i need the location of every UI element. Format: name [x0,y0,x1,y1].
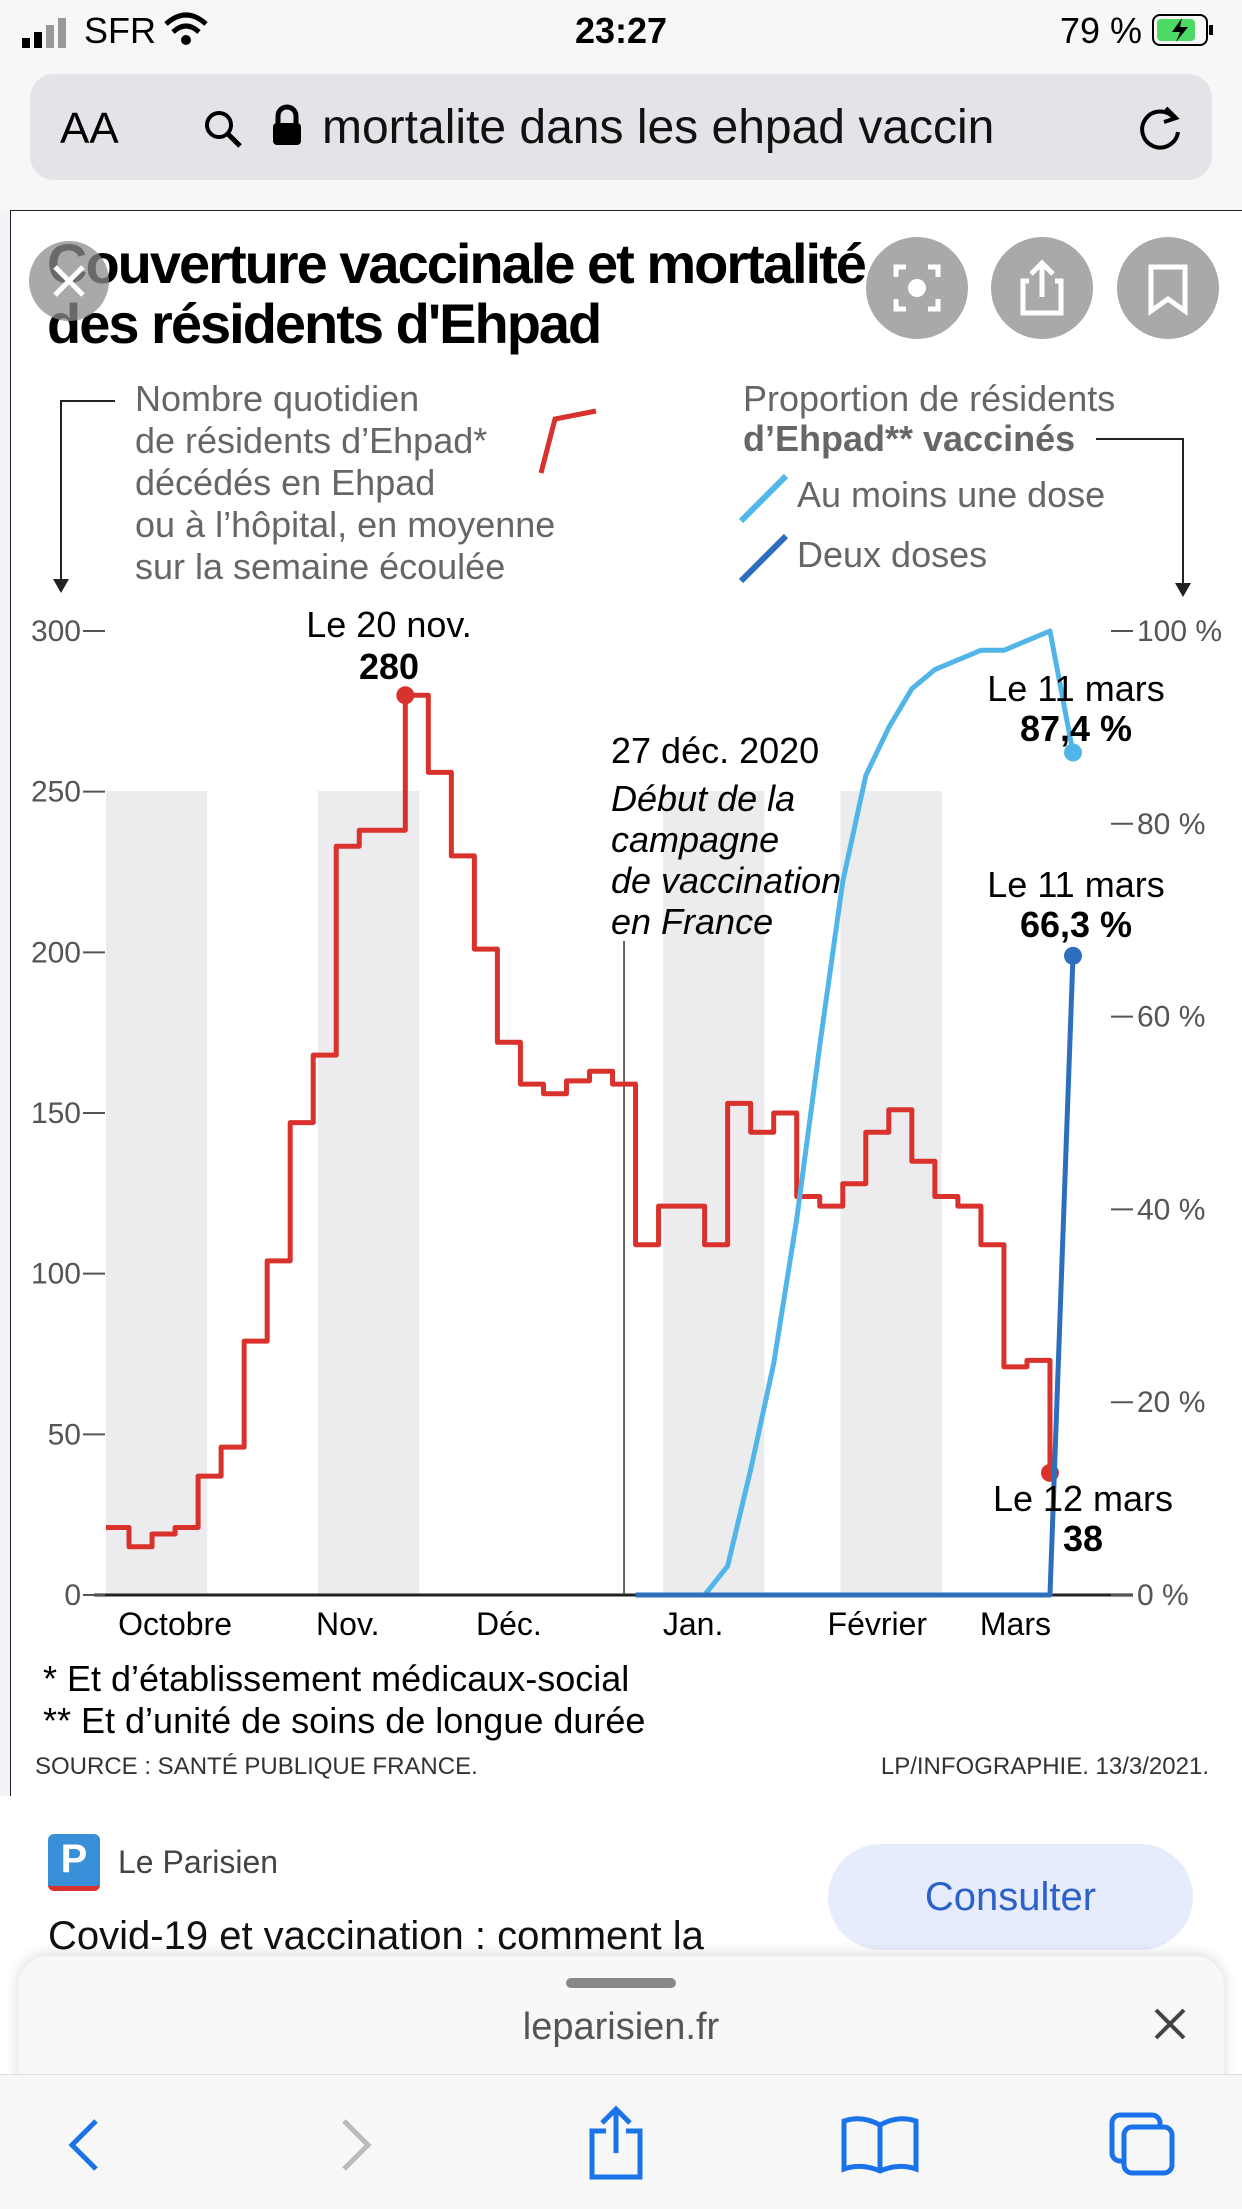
reload-icon[interactable] [1134,102,1188,156]
month-band [317,791,420,1595]
series-line-1 [635,628,1076,1598]
chart-title-line1: Couverture vaccinale et mortalité [47,232,866,295]
y-left-tick-label: 0 [64,1579,81,1612]
source-label: SOURCE : SANTÉ PUBLIQUE FRANCE. [35,1753,478,1780]
left-legend-line: Nombre quotidien [135,378,419,419]
annot-start-line: de vaccination [611,860,841,901]
annot-start-date: 27 déc. 2020 [611,730,819,771]
annot-peak-value: 280 [359,646,419,687]
site-name: Le Parisien [118,1844,279,1880]
bookmark-image-button[interactable] [1117,237,1219,339]
left-legend-line: sur la semaine écoulée [135,546,505,587]
left-legend-line: décédés en Ehpad [135,462,435,503]
consult-button[interactable]: Consulter [828,1844,1193,1950]
annot-start-line: Début de la [611,778,795,819]
x-tick-label: Déc. [476,1606,542,1642]
left-legend-line: ou à l’hôpital, en moyenne [135,504,555,545]
series-line-2 [635,955,1076,1598]
clock: 23:27 [574,10,668,51]
close-sheet-icon[interactable] [1148,2002,1192,2046]
close-image-button[interactable] [29,241,109,321]
annot-two-doses-date: Le 11 mars [987,864,1164,905]
lock-icon [273,104,301,145]
carrier-label: SFR [84,10,156,51]
share-icon [1020,259,1064,316]
x-tick-label: Février [828,1606,928,1642]
status-bar: SFR 23:27 79 % [0,0,1242,70]
y-left-tick-label: 200 [31,936,81,969]
text-size-button[interactable]: AA [60,104,119,153]
signal-icon [22,18,66,48]
share-image-button[interactable] [991,237,1093,339]
annot-one-dose-date: Le 11 mars [987,668,1164,709]
close-icon [53,265,85,297]
right-legend-line2: d’Ehpad** vaccinés [743,418,1075,459]
y-right-tick-label: 100 % [1137,615,1222,648]
url-text[interactable]: mortalite dans les ehpad vaccin [322,101,995,154]
y-left-tick-label: 150 [31,1097,81,1130]
left-legend-line: de résidents d’Ehpad* [135,420,487,461]
y-right-tick-label: 80 % [1137,808,1205,841]
bookmark-icon [1148,264,1188,316]
series-line-0 [106,692,1053,1550]
annot-start-line: en France [611,901,773,942]
month-band [106,791,208,1595]
le-parisien-logo: P [48,1834,100,1891]
back-icon[interactable] [60,2115,110,2175]
peak-point [396,686,415,705]
scan-icon [893,264,941,312]
legend-series-two-doses: Deux doses [797,534,987,575]
y-right-tick-label: 60 % [1137,1001,1205,1034]
annot-one-dose-value: 87,4 % [1020,708,1132,749]
annot-start-line: campagne [611,819,779,860]
share-icon[interactable] [584,2105,648,2181]
footnote-2: ** Et d’unité de soins de longue durée [43,1700,645,1741]
search-icon [205,111,242,148]
month-band [840,791,942,1595]
browser-address-area: AA mortalite dans les ehpad vaccin [0,70,1242,210]
annot-last-value: 38 [1063,1518,1103,1559]
address-bar[interactable]: AA mortalite dans les ehpad vaccin [30,74,1212,180]
x-tick-label: Jan. [663,1606,723,1642]
x-tick-label: Mars [980,1606,1051,1642]
sheet-grabber[interactable] [566,1978,676,1988]
y-left-tick-label: 50 [48,1418,81,1451]
y-left-tick-label: 100 [31,1258,81,1291]
y-left-tick-label: 250 [31,776,81,809]
y-right-tick-label: 20 % [1137,1386,1205,1419]
bookmarks-icon[interactable] [840,2115,920,2175]
browser-toolbar [0,2074,1242,2209]
chart-svg: Couverture vaccinale et mortalité des ré… [31,232,1222,1780]
y-right-tick-label: 0 % [1137,1579,1189,1612]
annot-two-doses-value: 66,3 % [1020,904,1132,945]
right-legend-line1: Proportion de résidents [743,378,1115,419]
series-end-point-1 [1064,743,1082,762]
x-tick-label: Nov. [316,1606,379,1642]
month-band [663,791,765,1595]
series-end-point-2 [1064,946,1082,965]
legend-series-one-dose: Au moins une dose [797,474,1105,515]
annot-peak-date: Le 20 nov. [306,604,471,645]
chart-title-line2: des résidents d'Ehpad [47,292,600,355]
forward-icon[interactable] [330,2115,380,2175]
y-right-tick-label: 40 % [1137,1193,1205,1226]
tabs-icon[interactable] [1108,2111,1178,2177]
battery-icon [1152,14,1213,46]
sheet-domain: leparisien.fr [522,2006,720,2048]
visual-lookup-button[interactable] [866,237,968,339]
footnote-1: * Et d’établissement médicaux-social [43,1658,629,1699]
annot-last-date: Le 12 mars [993,1478,1173,1519]
credit-label: LP/INFOGRAPHIE. 13/3/2021. [881,1753,1209,1780]
infographic-image: Couverture vaccinale et mortalité des ré… [10,210,1242,1798]
battery-percent: 79 % [1060,10,1143,51]
article-headline[interactable]: Covid-19 et vaccination : comment la [48,1914,704,1958]
x-tick-label: Octobre [118,1606,232,1642]
wifi-icon [164,12,208,45]
y-left-tick-label: 300 [31,615,81,648]
